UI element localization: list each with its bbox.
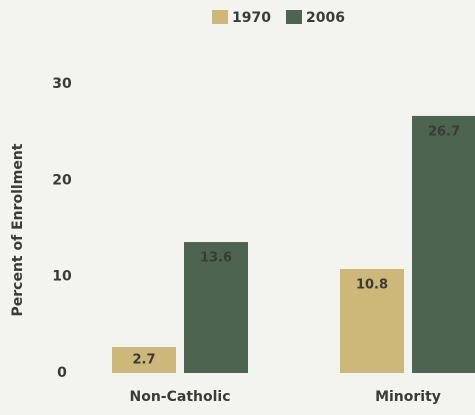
bar	[112, 347, 176, 373]
x-tick-label: Minority	[375, 389, 441, 405]
bar	[340, 269, 404, 373]
legend-label: 2006	[306, 10, 345, 26]
data-label: 10.8	[356, 278, 388, 293]
legend-swatch	[286, 10, 302, 24]
x-tick-label: Non-Catholic	[129, 389, 230, 405]
y-tick-label: 10	[52, 269, 72, 285]
legend-label: 1970	[232, 10, 271, 26]
y-tick-label: 30	[52, 76, 72, 92]
y-tick-label: 20	[52, 172, 72, 188]
data-label: 26.7	[428, 124, 460, 139]
y-axis-label: Percent of Enrollment	[10, 143, 26, 316]
bar	[412, 115, 475, 373]
data-label: 2.7	[132, 353, 155, 368]
bar	[184, 242, 248, 373]
data-label: 13.6	[200, 251, 232, 266]
legend-swatch	[212, 10, 228, 24]
y-tick-label: 0	[57, 365, 67, 381]
